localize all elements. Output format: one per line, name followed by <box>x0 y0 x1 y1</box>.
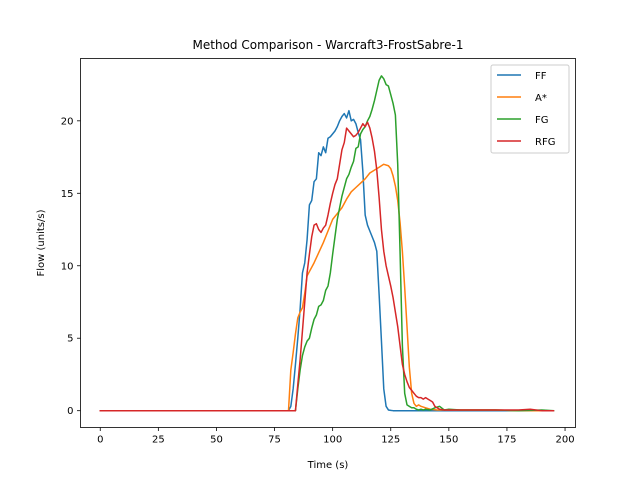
plot-frame <box>80 58 576 428</box>
x-tick-label: 100 <box>323 435 342 446</box>
x-tick-label: 175 <box>497 435 516 446</box>
legend-label: RFG <box>535 137 555 148</box>
legend-label: A* <box>535 93 547 104</box>
x-tick-label: 0 <box>97 435 103 446</box>
y-axis-ticks: 0 5 10 15 20 <box>61 116 81 417</box>
x-axis-label: Time (s) <box>307 460 349 471</box>
series-layer <box>99 75 555 412</box>
x-axis-ticks: 0 25 50 75 100 125 150 175 200 <box>97 427 575 446</box>
y-tick-label: 10 <box>61 261 74 272</box>
series-line-fg <box>99 75 555 412</box>
legend-box <box>490 64 570 154</box>
x-tick-label: 25 <box>152 435 165 446</box>
legend-label: FG <box>535 115 549 126</box>
x-tick-label: 200 <box>555 435 574 446</box>
y-tick-label: 5 <box>67 334 73 345</box>
y-tick-label: 15 <box>61 189 74 200</box>
y-tick-label: 0 <box>67 406 73 417</box>
x-tick-label: 150 <box>439 435 458 446</box>
series-line-rfg <box>99 121 555 412</box>
x-tick-label: 125 <box>381 435 400 446</box>
x-tick-label: 75 <box>268 435 281 446</box>
y-tick-label: 20 <box>61 116 74 127</box>
legend-label: FF <box>535 71 547 82</box>
legend: FF A* FG RFG <box>490 64 570 154</box>
y-axis-label: Flow (units/s) <box>36 209 47 276</box>
series-line-ff <box>99 109 555 412</box>
x-tick-label: 50 <box>210 435 223 446</box>
chart-title: Method Comparison - Warcraft3-FrostSabre… <box>193 38 464 52</box>
